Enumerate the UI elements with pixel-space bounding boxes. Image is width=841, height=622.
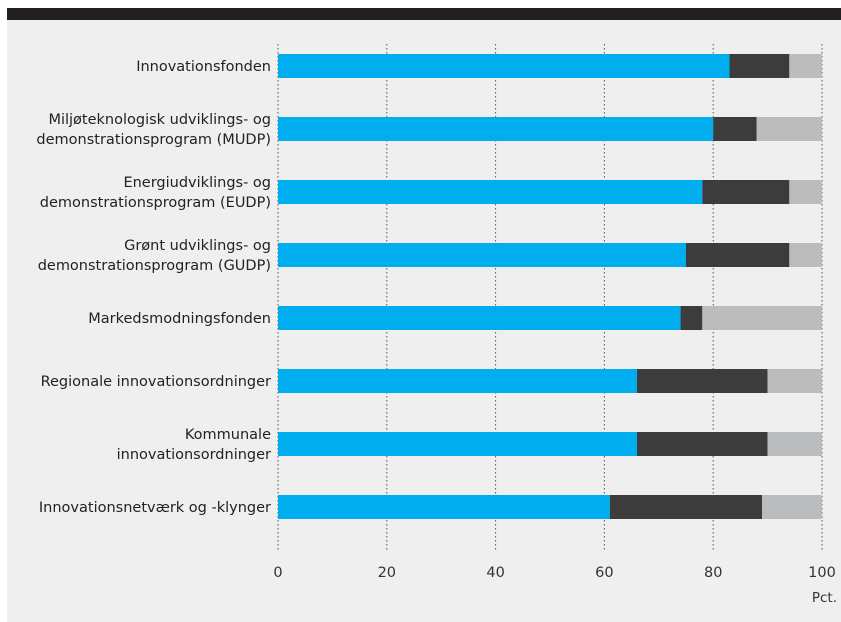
x-tick-label-60: 60 bbox=[595, 565, 613, 581]
x-tick-label-0: 0 bbox=[273, 565, 282, 581]
bar-segment-8-3 bbox=[762, 495, 822, 519]
category-label-6: Regionale innovationsordninger bbox=[41, 374, 271, 390]
bar-segment-7-3 bbox=[767, 432, 822, 456]
category-label-7: Kommunale innovationsordninger bbox=[117, 427, 271, 463]
bar-segment-1-1 bbox=[278, 54, 730, 78]
top-rule bbox=[7, 8, 841, 20]
bar-segment-6-2 bbox=[637, 369, 768, 393]
bar-segment-8-2 bbox=[609, 495, 763, 519]
x-tick-label-40: 40 bbox=[486, 565, 504, 581]
x-tick-label-100: 100 bbox=[808, 565, 836, 581]
x-tick-label-20: 20 bbox=[378, 565, 396, 581]
bar-segment-6-1 bbox=[278, 369, 638, 393]
category-label-5: Markedsmodningsfonden bbox=[88, 311, 271, 327]
bar-segment-1-3 bbox=[789, 54, 822, 78]
chart-panel: Innovationsfonden Miljøteknologisk udvikl… bbox=[7, 20, 841, 622]
x-axis-ticks: 0 20 40 60 80 100 bbox=[273, 565, 835, 581]
category-label-4: Grønt udviklings- og demonstrationsprogra… bbox=[38, 238, 271, 274]
bar-segment-3-2 bbox=[702, 180, 790, 204]
bar-segment-4-2 bbox=[686, 243, 790, 267]
bar-segment-5-3 bbox=[702, 306, 822, 330]
bar-segment-7-2 bbox=[637, 432, 768, 456]
category-labels: Innovationsfonden Miljøteknologisk udvikl… bbox=[36, 59, 271, 516]
bar-segment-7-1 bbox=[278, 432, 638, 456]
bar-segment-6-3 bbox=[767, 369, 822, 393]
bar-segment-2-3 bbox=[756, 117, 822, 141]
category-label-2: Miljøteknologisk udviklings- og demonstra… bbox=[36, 112, 271, 148]
bar-segment-3-1 bbox=[278, 180, 703, 204]
bar-segment-2-1 bbox=[278, 117, 714, 141]
x-tick-label-80: 80 bbox=[704, 565, 722, 581]
bars bbox=[278, 54, 822, 519]
bar-segment-1-2 bbox=[729, 54, 790, 78]
bar-segment-5-1 bbox=[278, 306, 681, 330]
x-axis-unit: Pct. bbox=[812, 590, 837, 606]
bar-segment-8-1 bbox=[278, 495, 610, 519]
category-label-1: Innovationsfonden bbox=[136, 59, 271, 75]
bar-segment-4-1 bbox=[278, 243, 686, 267]
bar-segment-3-3 bbox=[789, 180, 822, 204]
bar-segment-5-2 bbox=[680, 306, 703, 330]
stacked-bar-chart: Innovationsfonden Miljøteknologisk udvikl… bbox=[36, 44, 837, 606]
category-label-8: Innovationsnetværk og -klynger bbox=[39, 500, 271, 516]
category-label-3: Energiudviklings- og demonstrationsprogra… bbox=[40, 175, 271, 211]
bar-segment-2-2 bbox=[713, 117, 757, 141]
bar-segment-4-3 bbox=[789, 243, 822, 267]
